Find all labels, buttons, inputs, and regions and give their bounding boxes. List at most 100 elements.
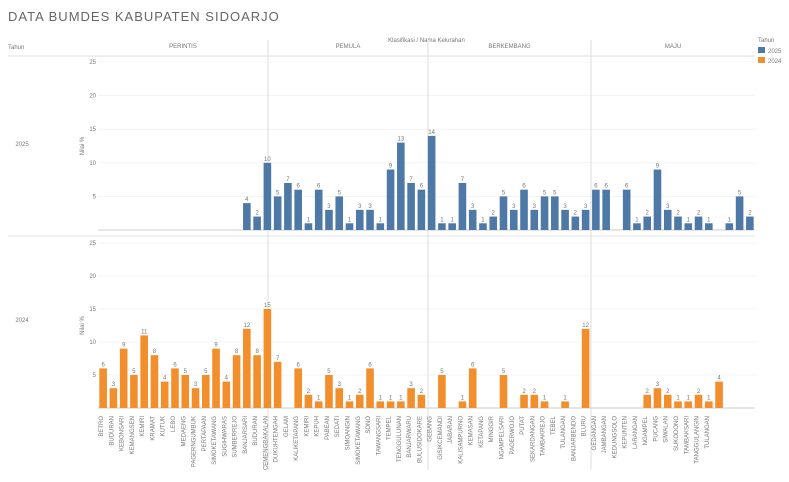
bar-value-label: 6 <box>420 184 424 190</box>
bar <box>243 203 251 230</box>
bar <box>273 361 282 408</box>
bar-value-label: 3 <box>112 382 116 388</box>
bar <box>653 169 662 230</box>
bar-value-label: 1 <box>563 395 567 401</box>
bar <box>735 196 744 230</box>
x-tick-label: TEMPEL <box>387 415 393 440</box>
x-tick-label: JABARAN <box>448 416 454 444</box>
bar <box>561 401 569 408</box>
bar <box>407 182 415 230</box>
bar <box>520 394 528 408</box>
bar-value-label: 2 <box>522 389 526 395</box>
x-tick-label: BANJARSARI <box>243 416 249 454</box>
bar-value-label: 5 <box>440 369 444 375</box>
bar-value-label: 4 <box>225 376 229 382</box>
x-tick-label: TAMBAKREJO <box>541 416 547 457</box>
bar-value-label: 3 <box>368 204 372 210</box>
bar <box>314 189 323 230</box>
bar <box>407 388 415 408</box>
bar <box>458 182 467 230</box>
bar-value-label: 2 <box>697 389 701 395</box>
bar-value-label: 12 <box>244 323 251 329</box>
bar-value-label: 1 <box>307 217 311 223</box>
bar <box>633 223 641 230</box>
bar <box>335 196 344 230</box>
bar <box>499 375 508 408</box>
x-tick-label: KEBONSARI <box>120 416 126 451</box>
bar <box>253 355 261 408</box>
bar <box>694 216 703 230</box>
legend-label: 2025 <box>768 49 782 55</box>
bar-value-label: 1 <box>687 395 691 401</box>
legend-swatch <box>758 57 765 63</box>
bar <box>140 335 148 408</box>
x-tick-label: BLURU <box>582 416 588 436</box>
bar-value-label: 1 <box>348 395 352 401</box>
bar-value-label: 1 <box>379 217 383 223</box>
bar-value-label: 6 <box>368 362 372 368</box>
bar-value-label: 15 <box>264 303 271 309</box>
bar <box>746 216 754 230</box>
bar-value-label: 5 <box>132 369 136 375</box>
x-tick-label: LEBO <box>171 416 177 432</box>
x-tick-label: SIMOKETAWANG <box>356 416 362 465</box>
x-tick-label: MEDAENG <box>181 416 187 447</box>
bar <box>171 368 179 408</box>
bar <box>674 216 682 230</box>
x-tick-label: NGAMPEL <box>643 415 649 445</box>
bar-value-label: 6 <box>297 362 301 368</box>
x-tick-label: SIWALAN <box>664 416 670 443</box>
x-tick-label: LARANGAN <box>633 416 639 449</box>
x-tick-label: PUCANG <box>653 416 659 442</box>
bar <box>386 401 395 408</box>
bar-value-label: 5 <box>204 369 208 375</box>
bar-value-label: 3 <box>533 204 537 210</box>
x-tick-label: SUGIHWARAS <box>222 416 228 457</box>
x-tick-label: PERTAPAAN <box>202 416 208 451</box>
bar-value-label: 5 <box>738 190 742 196</box>
y-tick-label: 5 <box>93 373 97 379</box>
bar-value-label: 1 <box>707 217 711 223</box>
klasifikasi-label: PERINTIS <box>169 44 197 50</box>
bar <box>674 401 682 408</box>
bar <box>304 394 313 408</box>
x-tick-label: TEBEL <box>551 415 557 435</box>
bar-value-label: 5 <box>276 190 280 196</box>
x-tick-label: GELAM <box>284 416 290 437</box>
bar <box>222 381 231 408</box>
bar-value-label: 1 <box>348 217 352 223</box>
bar <box>653 388 662 408</box>
y-tick-label: 10 <box>89 340 96 346</box>
bar <box>489 216 498 230</box>
x-tick-label: KETAPANG <box>479 416 485 448</box>
x-tick-label: KALIKETAPANG <box>294 416 300 461</box>
bar-value-label: 5 <box>543 190 547 196</box>
bar-value-label: 3 <box>471 204 475 210</box>
x-tick-label: PUTAT <box>520 416 526 435</box>
bar <box>109 388 118 408</box>
bar <box>355 209 364 230</box>
bar <box>160 381 169 408</box>
x-tick-label: TENGGULUNAN <box>397 416 403 462</box>
bar <box>725 223 734 230</box>
bar-value-label: 3 <box>666 204 670 210</box>
bar-value-label: 5 <box>338 190 342 196</box>
bar-value-label: 1 <box>399 395 403 401</box>
x-tick-label: KEMIRI <box>304 416 310 437</box>
bar-value-label: 1 <box>440 217 444 223</box>
bar-value-label: 1 <box>707 395 711 401</box>
row-header-label: Tahun <box>8 45 24 51</box>
y-tick-label: 15 <box>89 127 96 133</box>
x-tick-label: BANJARBENDO <box>571 416 577 461</box>
x-tick-label: KEPUH <box>315 416 321 437</box>
bar <box>571 216 580 230</box>
bar-value-label: 6 <box>173 362 177 368</box>
bar-value-label: 8 <box>255 349 259 355</box>
bar <box>99 368 107 408</box>
bar <box>181 375 190 408</box>
x-tick-label: KALISAMPURNO <box>458 416 464 464</box>
bar <box>622 189 631 230</box>
bar <box>263 162 272 230</box>
bar <box>499 196 508 230</box>
